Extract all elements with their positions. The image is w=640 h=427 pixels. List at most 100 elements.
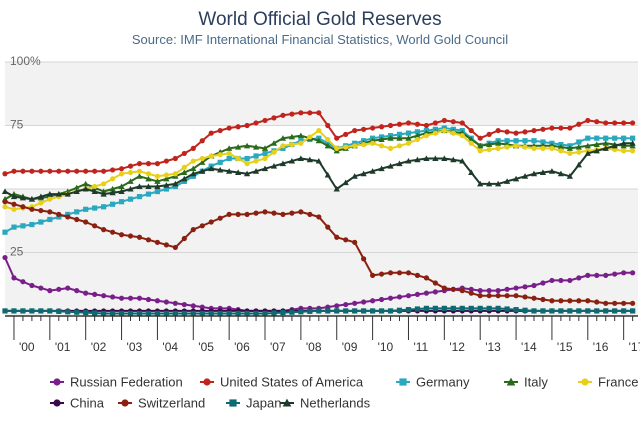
data-point	[325, 136, 331, 143]
legend-item-switzerland[interactable]: Switzerland	[118, 396, 205, 411]
data-point	[2, 171, 8, 177]
data-point	[29, 221, 35, 228]
data-point	[585, 117, 591, 124]
data-point	[548, 168, 556, 174]
series-france	[2, 127, 636, 212]
data-point	[270, 163, 278, 169]
data-point	[495, 293, 501, 299]
data-point	[504, 138, 510, 144]
data-point	[531, 308, 537, 314]
x-tick-label: '09	[342, 340, 358, 354]
data-point	[378, 271, 385, 277]
data-point	[549, 298, 555, 304]
data-point	[441, 127, 447, 134]
data-point	[199, 223, 205, 229]
data-point	[558, 308, 564, 314]
data-point	[423, 133, 430, 139]
data-point	[271, 310, 277, 316]
data-point	[73, 184, 80, 191]
data-point	[226, 150, 232, 157]
data-point	[370, 125, 376, 131]
data-point	[325, 122, 331, 129]
data-point	[513, 285, 519, 291]
data-point	[101, 310, 107, 317]
legend-marker	[399, 378, 407, 386]
data-point	[504, 129, 510, 135]
legend-marker	[229, 399, 237, 407]
data-point	[576, 298, 582, 304]
data-point	[145, 191, 152, 197]
data-point	[279, 160, 287, 167]
data-point	[127, 178, 134, 184]
data-point	[127, 233, 134, 239]
data-point	[181, 178, 187, 184]
data-point	[208, 153, 214, 159]
data-point	[477, 288, 483, 294]
data-point	[612, 147, 618, 153]
legend-item-italy[interactable]: Italy	[504, 375, 548, 390]
data-point	[450, 130, 456, 136]
x-tick-label: '01	[55, 340, 71, 354]
data-point	[414, 121, 421, 127]
data-point	[109, 185, 116, 192]
data-point	[56, 211, 62, 217]
legend-marker	[282, 398, 292, 407]
data-point	[576, 121, 582, 127]
data-point	[2, 204, 8, 210]
data-point	[226, 168, 233, 174]
legend-item-japan[interactable]: Japan	[226, 396, 281, 411]
data-point	[217, 127, 223, 134]
series-russian-federation	[2, 254, 636, 314]
data-point	[280, 112, 286, 118]
data-point	[504, 306, 510, 312]
data-point	[630, 135, 636, 141]
data-point	[136, 295, 143, 301]
legend-item-netherlands[interactable]: Netherlands	[280, 396, 371, 411]
data-point	[486, 180, 493, 187]
data-point	[361, 256, 367, 262]
data-point	[531, 295, 537, 301]
data-point	[558, 277, 564, 284]
data-point	[83, 290, 89, 296]
data-point	[11, 206, 17, 212]
data-point	[163, 242, 169, 248]
data-point	[585, 308, 591, 314]
data-point	[361, 308, 367, 314]
legend-item-germany[interactable]: Germany	[396, 375, 470, 390]
data-point	[136, 194, 143, 200]
legend-item-china[interactable]: China	[50, 396, 105, 411]
data-point	[342, 179, 349, 186]
data-point	[432, 280, 438, 286]
data-point	[217, 152, 223, 158]
x-tick-label: '17	[629, 340, 640, 354]
data-point	[20, 308, 26, 314]
data-point	[181, 235, 187, 242]
data-point	[540, 139, 546, 145]
data-point	[172, 171, 178, 177]
legend-item-france[interactable]: France	[578, 375, 638, 390]
x-tick-label: '16	[593, 340, 609, 354]
data-point	[262, 150, 268, 157]
data-point	[243, 170, 251, 177]
data-point	[2, 229, 8, 235]
data-point	[495, 288, 501, 294]
data-point	[513, 143, 519, 149]
data-point	[261, 165, 269, 172]
data-point	[370, 298, 376, 304]
data-point	[289, 210, 295, 216]
legend-item-united-states-of-america[interactable]: United States of America	[200, 375, 364, 390]
data-point	[585, 272, 591, 278]
legend-item-russian-federation[interactable]: Russian Federation	[50, 375, 183, 390]
y-tick-label: 75	[10, 118, 24, 132]
data-point	[199, 304, 205, 310]
series-switzerland	[2, 199, 636, 306]
data-point	[477, 293, 483, 299]
data-point	[504, 144, 510, 150]
data-point	[29, 282, 35, 289]
data-point	[262, 209, 268, 215]
data-point	[270, 140, 278, 146]
data-point	[575, 143, 582, 150]
data-point	[235, 155, 241, 162]
data-point	[567, 308, 573, 314]
data-point	[423, 290, 430, 296]
